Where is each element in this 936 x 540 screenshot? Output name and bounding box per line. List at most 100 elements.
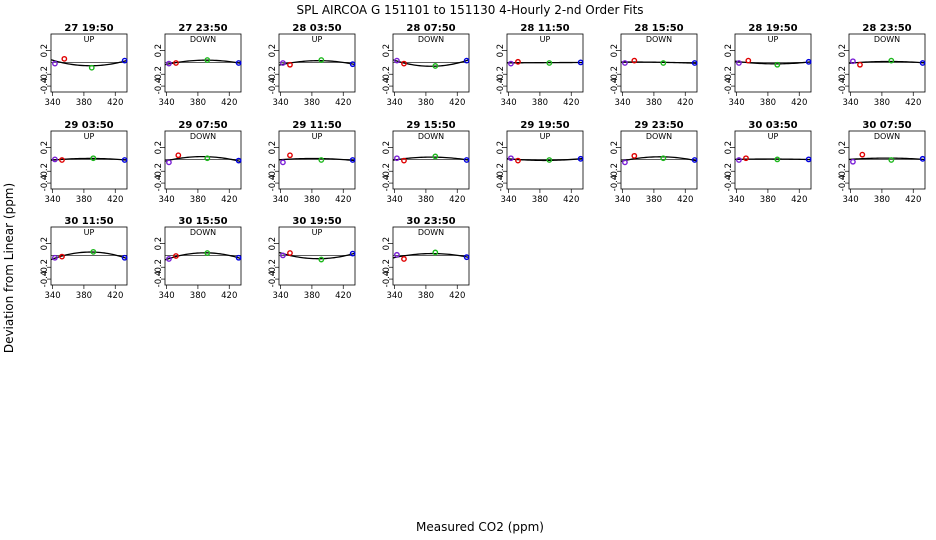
- y-tick-label: -0.4: [154, 175, 164, 192]
- panel-title: 30 03:50: [748, 120, 797, 131]
- y-tick-label: 0.2: [496, 141, 506, 155]
- data-point: [401, 256, 407, 262]
- data-point: [318, 57, 325, 63]
- x-tick-label: 340: [842, 98, 858, 108]
- x-tick-label: 420: [905, 195, 921, 205]
- y-tick-label: -0.2: [154, 259, 164, 276]
- panel-direction: DOWN: [190, 228, 216, 237]
- y-tick-label: -0.2: [40, 163, 50, 180]
- data-point: [287, 250, 293, 256]
- data-point: [394, 155, 400, 162]
- fit-curve: [50, 59, 128, 67]
- y-tick-label: 0.2: [40, 44, 50, 58]
- y-tick-label: -0.2: [154, 66, 164, 83]
- y-tick-label: -0.2: [382, 66, 392, 83]
- y-tick-label: 0.2: [838, 141, 848, 155]
- x-tick-label: 340: [386, 291, 402, 301]
- data-point: [463, 157, 470, 163]
- panel-direction: DOWN: [874, 35, 900, 44]
- data-point: [394, 57, 400, 64]
- x-tick-label: 340: [44, 291, 60, 301]
- y-tick-label: -0.2: [382, 163, 392, 180]
- x-tick-label: 380: [304, 98, 320, 108]
- data-point: [859, 151, 866, 158]
- x-tick-label: 420: [449, 195, 465, 205]
- data-point: [52, 60, 58, 67]
- y-tick-label: -0.4: [496, 175, 506, 192]
- plot-frame: [50, 226, 128, 286]
- data-point: [691, 60, 698, 66]
- data-point: [660, 155, 667, 162]
- y-tick-label: -0.4: [382, 175, 392, 192]
- x-tick-label: 340: [44, 98, 60, 108]
- x-tick-label: 380: [760, 195, 776, 205]
- fit-curve: [278, 157, 356, 162]
- x-tick-label: 380: [76, 195, 92, 205]
- panel-direction: DOWN: [646, 35, 672, 44]
- data-point: [88, 64, 95, 71]
- x-tick-label: 340: [500, 98, 516, 108]
- y-axis-label: Deviation from Linear (ppm): [2, 183, 16, 353]
- data-point: [280, 60, 286, 66]
- panel-direction: DOWN: [874, 132, 900, 141]
- x-tick-label: 420: [221, 195, 237, 205]
- x-tick-label: 420: [335, 195, 351, 205]
- panel-title: 29 19:50: [520, 120, 569, 131]
- y-tick-label: 0.2: [154, 141, 164, 155]
- x-tick-label: 380: [76, 98, 92, 108]
- fit-curve: [848, 60, 926, 64]
- x-tick-label: 380: [760, 98, 776, 108]
- data-point: [463, 57, 470, 64]
- y-tick-label: -0.2: [268, 259, 278, 276]
- panel-direction: UP: [768, 35, 779, 44]
- x-tick-label: 380: [532, 195, 548, 205]
- x-tick-label: 340: [728, 98, 744, 108]
- data-point: [774, 156, 781, 163]
- panel-direction: DOWN: [646, 132, 672, 141]
- data-point: [546, 157, 553, 163]
- data-point: [508, 60, 514, 67]
- y-tick-label: -0.2: [382, 259, 392, 276]
- panel-direction: UP: [312, 35, 323, 44]
- data-point: [235, 254, 242, 261]
- panel-title: 28 07:50: [406, 23, 455, 34]
- x-tick-label: 420: [221, 291, 237, 301]
- panel-direction: UP: [84, 132, 95, 141]
- data-point: [622, 60, 628, 66]
- panel-direction: DOWN: [418, 35, 444, 44]
- data-point: [432, 249, 439, 256]
- data-point: [805, 58, 812, 65]
- data-point: [173, 60, 179, 66]
- x-tick-label: 380: [418, 195, 434, 205]
- x-tick-label: 340: [158, 98, 174, 108]
- data-point: [577, 155, 584, 162]
- data-point: [432, 63, 439, 69]
- data-point: [318, 256, 325, 263]
- y-tick-label: -0.2: [610, 163, 620, 180]
- x-tick-label: 380: [190, 98, 206, 108]
- y-tick-label: 0.2: [724, 141, 734, 155]
- x-tick-label: 420: [335, 291, 351, 301]
- y-tick-label: -0.4: [838, 175, 848, 192]
- x-tick-label: 380: [418, 98, 434, 108]
- y-tick-label: 0.2: [268, 44, 278, 58]
- data-point: [90, 248, 97, 255]
- y-tick-label: 0.2: [382, 141, 392, 155]
- fit-curve: [848, 157, 926, 161]
- x-tick-label: 340: [272, 291, 288, 301]
- data-point: [349, 157, 356, 163]
- y-tick-label: 0.2: [610, 44, 620, 58]
- y-tick-label: -0.4: [268, 271, 278, 288]
- x-tick-label: 420: [677, 98, 693, 108]
- panel-title: 28 11:50: [520, 23, 569, 34]
- y-tick-label: -0.2: [496, 66, 506, 83]
- y-tick-label: -0.2: [724, 163, 734, 180]
- y-tick-label: -0.2: [40, 66, 50, 83]
